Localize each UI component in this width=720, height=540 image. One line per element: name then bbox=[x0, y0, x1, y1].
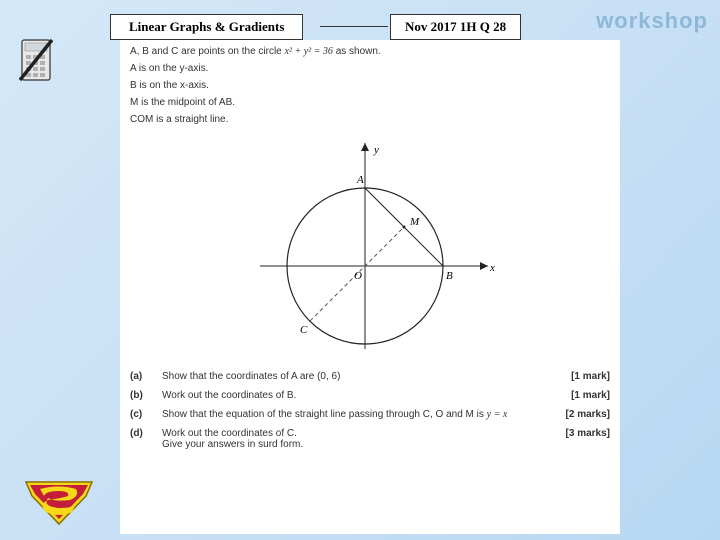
point-label-M: M bbox=[409, 216, 420, 228]
axis-label-x: x bbox=[489, 262, 495, 274]
part-c-label: (c) bbox=[130, 409, 152, 420]
watermark-text: workshop bbox=[596, 8, 708, 34]
point-label-C: C bbox=[300, 324, 308, 336]
question-panel: A, B and C are points on the circle x² +… bbox=[120, 40, 620, 534]
part-b-text: Work out the coordinates of B. bbox=[162, 390, 296, 401]
point-label-A: A bbox=[356, 174, 364, 186]
topic-label-box: Linear Graphs & Gradients bbox=[110, 14, 303, 40]
part-d-label: (d) bbox=[130, 428, 152, 450]
part-a-label: (a) bbox=[130, 371, 152, 382]
question-parts: (a) Show that the coordinates of A are (… bbox=[130, 371, 610, 450]
intro-line-3: B is on the x-axis. bbox=[130, 80, 610, 91]
part-a-marks: [1 mark] bbox=[571, 371, 610, 382]
intro-line-4: M is the midpoint of AB. bbox=[130, 97, 610, 108]
no-calculator-icon bbox=[18, 38, 54, 82]
axis-label-y: y bbox=[373, 144, 379, 156]
part-b: (b) Work out the coordinates of B. [1 ma… bbox=[130, 390, 610, 401]
part-b-label: (b) bbox=[130, 390, 152, 401]
intro-line-5: COM is a straight line. bbox=[130, 114, 610, 125]
intro-suffix: as shown. bbox=[336, 46, 381, 57]
part-b-marks: [1 mark] bbox=[571, 390, 610, 401]
part-c-eqn: y = x bbox=[487, 409, 508, 420]
part-d-marks: [3 marks] bbox=[566, 428, 610, 439]
diagram: y x A B C M O bbox=[130, 131, 610, 361]
intro-line-2: A is on the y-axis. bbox=[130, 63, 610, 74]
session-label-box: Nov 2017 1H Q 28 bbox=[390, 14, 521, 40]
connector-line bbox=[320, 26, 388, 27]
part-a-text: Show that the coordinates of A are (0, 6… bbox=[162, 371, 340, 382]
part-d: (d) Work out the coordinates of C. Give … bbox=[130, 428, 610, 450]
superman-logo-icon bbox=[20, 474, 98, 528]
part-c-text: Show that the equation of the straight l… bbox=[162, 409, 507, 420]
session-label: Nov 2017 1H Q 28 bbox=[405, 19, 506, 34]
part-d-text: Work out the coordinates of C. Give your… bbox=[162, 428, 303, 450]
circle-equation: x² + y² = 36 bbox=[285, 46, 333, 57]
part-c: (c) Show that the equation of the straig… bbox=[130, 409, 610, 420]
intro-prefix: A, B and C are points on the circle bbox=[130, 46, 285, 57]
point-label-O: O bbox=[354, 270, 362, 282]
intro-line-1: A, B and C are points on the circle x² +… bbox=[130, 46, 610, 57]
part-a: (a) Show that the coordinates of A are (… bbox=[130, 371, 610, 382]
topic-label: Linear Graphs & Gradients bbox=[129, 19, 284, 34]
part-c-marks: [2 marks] bbox=[566, 409, 610, 420]
point-label-B: B bbox=[446, 270, 453, 282]
